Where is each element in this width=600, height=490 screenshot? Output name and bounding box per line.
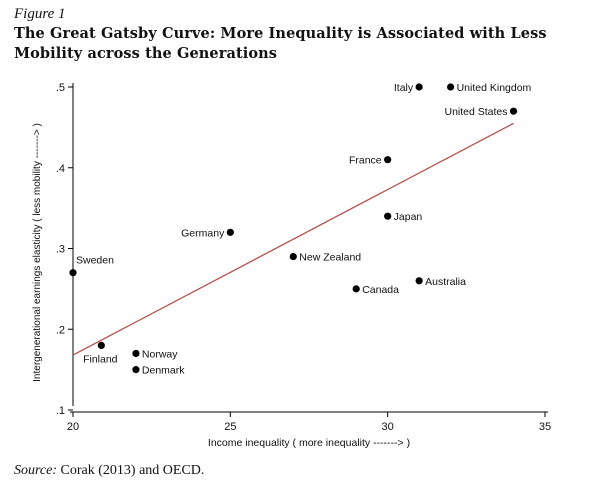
y-tick-label: .1 [56,405,65,417]
data-point [132,349,140,358]
point-label: Canada [362,284,399,296]
x-axis-title: Income inequality ( more inequality ----… [208,437,410,449]
data-point [415,277,423,285]
data-point [447,83,455,91]
figure-label: Figure 1 [14,6,66,22]
source-text: Corak (2013) and OECD. [60,463,205,478]
point-label: New Zealand [299,252,361,264]
y-axis-title: Intergenerational earnings elasticity ( … [32,123,43,382]
data-point [132,366,140,374]
chart-container: .1 .2 .3 .4 .5 20 25 30 35 Income inequality ( mo… [0,68,600,460]
y-tick-label: .4 [56,163,65,175]
x-tick-label: 20 [67,421,79,433]
x-tick-label: 25 [224,421,236,433]
point-label: Germany [181,227,225,239]
point-label: Denmark [142,365,185,377]
data-point [289,252,297,261]
point-label: Norway [142,348,178,360]
x-tick-label: 35 [539,421,551,433]
scatter-chart: .1 .2 .3 .4 .5 20 25 30 35 Income inequality ( mo… [32,82,551,449]
data-point [69,269,77,277]
y-tick-label: .3 [56,244,65,256]
point-label: France [349,155,382,167]
source-label: Source: [14,463,58,478]
point-label: United Kingdom [457,82,532,94]
fit-line [72,122,514,356]
point-label: Japan [394,211,423,223]
data-point [509,107,518,115]
data-point [384,156,392,164]
data-point [97,341,105,349]
data-point [415,83,423,91]
point-label: Australia [425,276,466,288]
data-point [352,285,360,293]
point-label: Finland [83,353,118,365]
x-tick-label: 30 [382,421,394,433]
source-note: Source: Corak (2013) and OECD. [14,463,204,479]
data-point [384,212,392,220]
point-label: United States [444,106,507,118]
point-label: Italy [394,82,414,94]
figure-title: The Great Gatsby Curve: More Inequality … [14,25,547,62]
point-label: Sweden [76,255,114,267]
y-tick-label: .2 [56,324,65,336]
y-tick-label: .5 [56,82,65,94]
data-point [226,228,234,236]
